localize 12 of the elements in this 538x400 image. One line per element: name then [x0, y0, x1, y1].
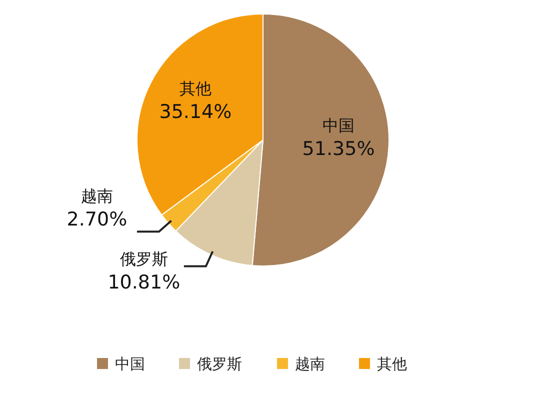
- data-label: 35.14%: [159, 100, 232, 123]
- slice-label: 越南: [80, 186, 113, 206]
- data-label: 51.35%: [302, 138, 375, 160]
- legend-label: 其他: [377, 355, 407, 373]
- data-label: 10.81%: [108, 271, 180, 294]
- slice-label: 中国: [322, 116, 355, 136]
- slice-label: 其他: [179, 78, 212, 98]
- slice-label: 俄罗斯: [120, 249, 168, 268]
- legend-label: 中国: [115, 355, 145, 373]
- legend-label: 俄罗斯: [197, 355, 242, 373]
- legend-label: 越南: [295, 355, 325, 373]
- data-label: 2.70%: [66, 208, 128, 231]
